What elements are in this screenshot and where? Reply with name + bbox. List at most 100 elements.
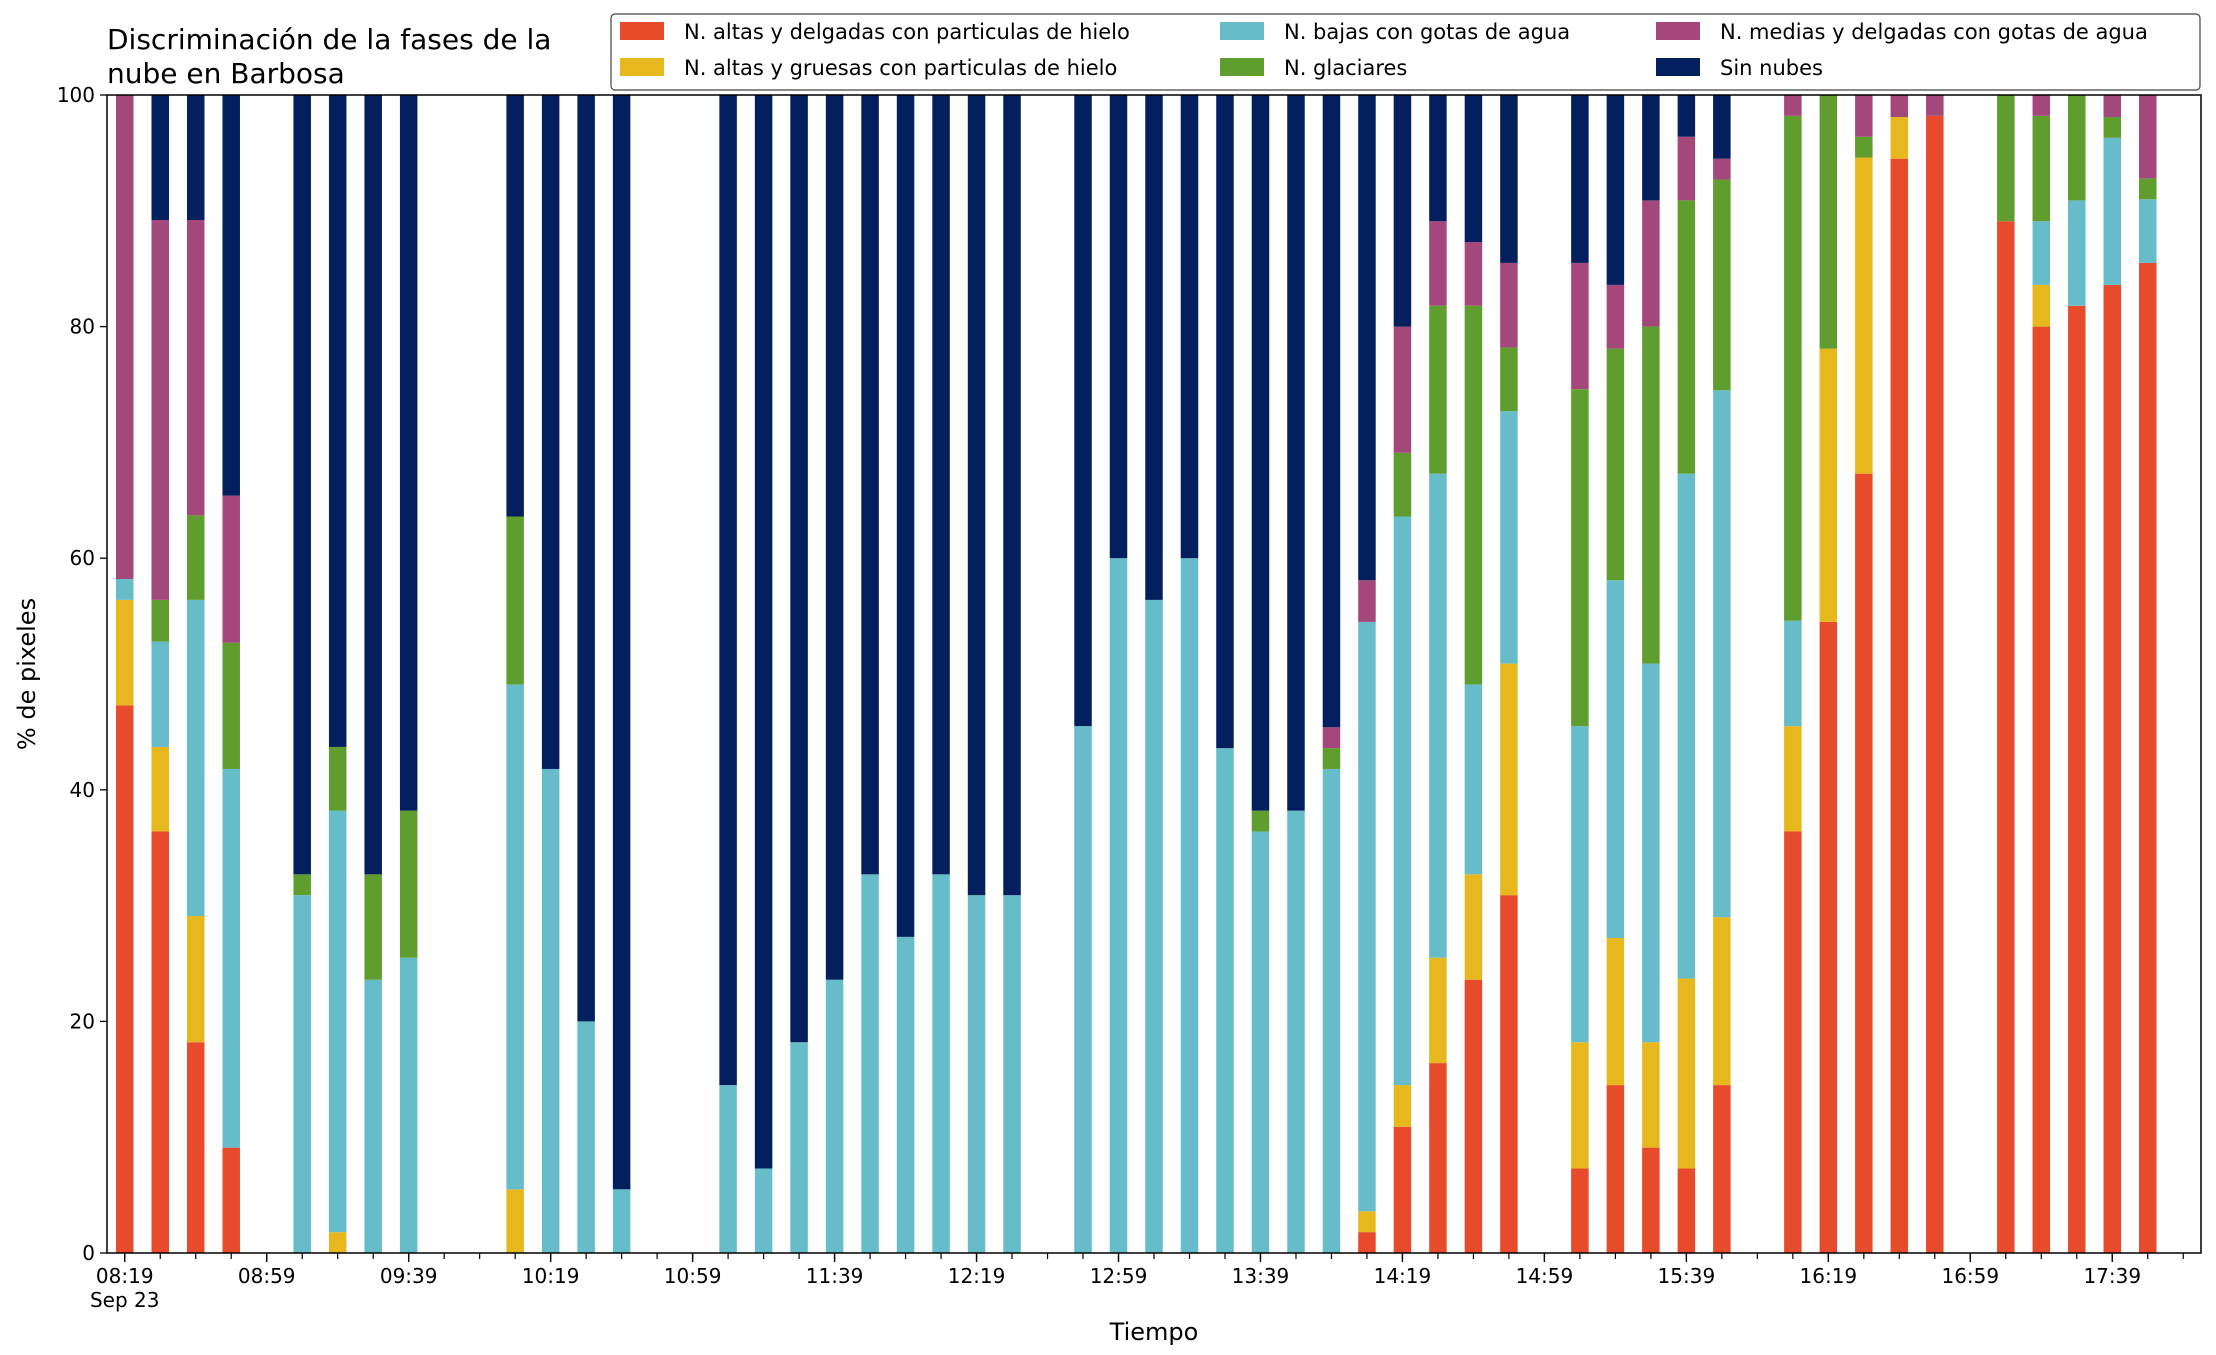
bar-segment-1129-s2 [790,1042,808,1253]
y-tick-label-40: 40 [70,778,95,802]
bar-segment-1339-s5 [1251,95,1270,811]
bar-segment-1119-s5 [754,95,773,1169]
bar-segment-1629-s0 [1855,473,1873,1253]
bar-segment-1229-s5 [1003,95,1021,896]
bar-segment-0849-s0 [222,1147,240,1253]
bar-segment-1609-s2 [1784,620,1802,727]
bar-segment-1519-s2 [1606,580,1625,939]
bar-segment-1319-s2 [1180,558,1199,1253]
bar-segment-1109-s2 [719,1085,737,1253]
legend: N. altas y delgadas con particulas de hi… [610,13,2201,91]
legend-swatch-0 [620,22,664,40]
x-tick-label-0859: 08:59 [238,1264,296,1288]
bar-segment-1509-s5 [1571,95,1589,263]
x-tick-label-1019: 10:19 [522,1264,580,1288]
bar-segment-1219-s5 [967,95,986,896]
bar-segment-1549-s2 [1713,390,1731,918]
bar-segment-1119-s2 [754,1168,773,1253]
bar-segment-1539-s0 [1677,1168,1696,1253]
bar-segment-1509-s0 [1571,1168,1589,1253]
bar-segment-1309-s5 [1145,95,1163,600]
bar-segment-1019-s5 [541,95,560,769]
legend-swatch-1 [620,58,664,76]
x-tick-label-1739: 17:39 [2083,1264,2141,1288]
bar-segment-0829-s1 [151,746,169,832]
bar-segment-1539-s4 [1677,136,1696,201]
bar-segment-1529-s3 [1642,326,1660,664]
x-tick-label-1339: 13:39 [1232,1264,1290,1288]
bar-segment-1609-s0 [1784,831,1802,1253]
bar-segment-1449-s4 [1500,262,1518,348]
bar-segment-0919-s2 [328,810,347,1233]
bar-segment-1449-s1 [1500,663,1518,896]
bar-segment-0939-s3 [399,810,418,958]
bar-segment-0819-s1 [116,599,134,706]
bar-segment-1039-s5 [612,95,631,1190]
legend-label-0: N. altas y delgadas con particulas de hi… [684,20,1130,44]
bar-segment-1729-s2 [2068,200,2086,306]
y-tick-label-80: 80 [70,315,95,339]
bar-segment-1519-s0 [1606,1085,1625,1253]
bar-segment-1619-s3 [1819,95,1838,349]
bar-segment-0929-s2 [364,979,382,1253]
legend-frame [610,13,2201,91]
bar-segment-1359-s5 [1322,95,1341,728]
bar-segment-1219-s2 [967,895,986,1253]
bar-segment-1349-s2 [1287,810,1305,1253]
bar-segment-1109-s5 [719,95,737,1086]
legend-label-4: N. medias y delgadas con gotas de agua [1720,20,2148,44]
y-tick-label-100: 100 [57,83,95,107]
bar-segment-1719-s2 [2032,221,2051,285]
bar-segment-1449-s0 [1500,895,1518,1253]
bar-segment-0829-s0 [151,831,169,1253]
bar-segment-0919-s5 [328,95,347,747]
bar-segment-0829-s2 [151,641,169,747]
y-axis: 0 20 40 60 80 100 [57,83,107,1265]
bar-segment-1019-s2 [541,768,560,1253]
bar-segment-1429-s1 [1429,957,1447,1064]
bar-segment-1439-s5 [1464,95,1483,243]
bar-segment-0839-s2 [186,599,205,917]
bar-segment-1409-s1 [1358,1211,1376,1233]
bar-segment-1639-s1 [1890,117,1909,159]
bar-segment-1259-s5 [1109,95,1128,559]
y-tick-label-20: 20 [70,1009,95,1033]
bar-segment-1419-s5 [1393,95,1412,327]
x-tick-label-1539: 15:39 [1658,1264,1716,1288]
bar-segment-1419-s1 [1393,1085,1412,1127]
bar-segment-1549-s0 [1713,1085,1731,1253]
x-axis-label: Tiempo [1109,1318,1199,1346]
bar-segment-1629-s1 [1855,157,1873,474]
bar-segment-1509-s3 [1571,389,1589,727]
bar-segment-1639-s4 [1890,95,1909,117]
bar-segment-1449-s3 [1500,347,1518,412]
bar-segment-1609-s4 [1784,95,1802,116]
chart-title-line-1: Discriminación de la fases de la [107,23,551,56]
bar-segment-0839-s0 [186,1042,205,1253]
x-tick-label-1659: 16:59 [1941,1264,1999,1288]
bar-segment-1439-s4 [1464,242,1483,306]
bar-segment-1729-s0 [2068,305,2086,1253]
bar-segment-1249-s2 [1074,726,1092,1253]
bar-segment-0929-s3 [364,874,382,980]
bar-segment-1209-s2 [932,874,950,1253]
bar-segment-1409-s4 [1358,580,1376,622]
x-tick-label-1459: 14:59 [1516,1264,1574,1288]
bar-segment-1609-s1 [1784,726,1802,832]
bar-segment-1359-s3 [1322,748,1341,769]
bar-segment-0839-s5 [186,95,205,221]
bar-segment-1029-s2 [577,1021,595,1253]
bar-segment-1409-s0 [1358,1232,1376,1253]
bar-segment-1529-s0 [1642,1147,1660,1253]
bar-segment-1359-s2 [1322,768,1341,1253]
bar-segment-1259-s2 [1109,558,1128,1253]
bar-segment-1429-s0 [1429,1063,1447,1253]
bar-segment-0829-s4 [151,220,169,600]
bar-segment-1509-s2 [1571,726,1589,1043]
bar-segment-1519-s3 [1606,348,1625,581]
bar-segment-1329-s5 [1216,95,1234,749]
bar-segment-1709-s0 [1997,221,2015,1254]
bar-segment-1439-s0 [1464,979,1483,1253]
bar-segment-1529-s2 [1642,663,1660,1043]
